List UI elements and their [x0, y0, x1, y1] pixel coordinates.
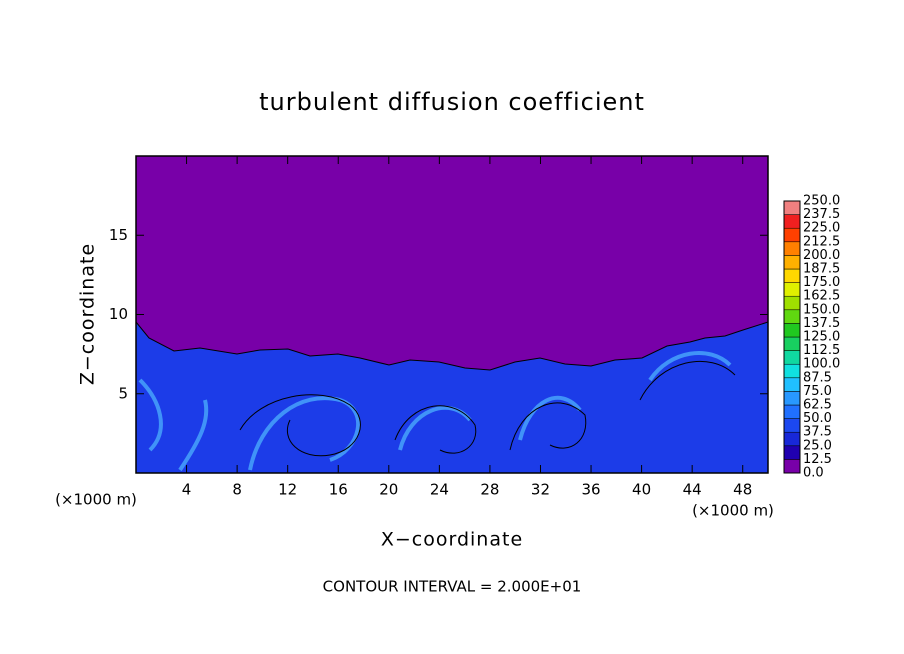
x-tick-label: 12 — [278, 481, 297, 499]
x-tick-label: 28 — [480, 481, 499, 499]
x-tick-label: 8 — [232, 481, 242, 499]
y-unit: (×1000 m) — [692, 502, 774, 520]
x-tick-label: 40 — [632, 481, 651, 499]
colorbar-label: 87.5 — [803, 370, 832, 385]
colorbar-label: 75.0 — [803, 384, 832, 399]
chart-title: turbulent diffusion coefficient — [259, 88, 645, 116]
colorbar-label: 37.5 — [803, 425, 832, 440]
colorbar-band — [783, 282, 801, 297]
colorbar-label: 237.5 — [803, 207, 840, 222]
colorbar-band — [783, 214, 801, 229]
colorbar-band — [783, 241, 801, 256]
colorbar-label: 125.0 — [803, 330, 840, 345]
colorbar-band — [783, 255, 801, 270]
colorbar-band — [783, 391, 801, 406]
colorbar-label: 0.0 — [803, 466, 824, 481]
colorbar-label: 200.0 — [803, 248, 840, 263]
colorbar-label: 175.0 — [803, 275, 840, 290]
colorbar-label: 187.5 — [803, 262, 840, 277]
y-tick-label: 5 — [118, 384, 128, 402]
colorbar-label: 162.5 — [803, 289, 840, 304]
x-axis-label: X−coordinate — [381, 529, 523, 551]
colorbar-label: 212.5 — [803, 234, 840, 249]
colorbar-label: 150.0 — [803, 302, 840, 317]
colorbar-label: 50.0 — [803, 411, 832, 426]
x-tick-label: 44 — [683, 481, 702, 499]
colorbar-band — [783, 459, 801, 474]
colorbar-label: 112.5 — [803, 343, 840, 358]
colorbar-band — [783, 200, 801, 215]
colorbar-band — [783, 268, 801, 283]
x-tick-label: 48 — [733, 481, 752, 499]
colorbar-label: 100.0 — [803, 357, 840, 372]
x-tick-label: 24 — [430, 481, 449, 499]
colorbar-band — [783, 363, 801, 379]
colorbar-band — [783, 431, 801, 447]
colorbar-band — [783, 350, 801, 365]
colorbar-label: 137.5 — [803, 316, 840, 331]
colorbar-label: 25.0 — [803, 438, 832, 453]
x-unit: (×1000 m) — [55, 491, 137, 509]
colorbar-band — [783, 418, 801, 433]
colorbar-band — [783, 404, 801, 419]
colorbar-band — [783, 309, 801, 324]
y-axis-label: Z−coordinate — [77, 243, 99, 385]
colorbar-band — [783, 227, 801, 243]
turbulent-region — [135, 320, 769, 474]
colorbar-label: 225.0 — [803, 221, 840, 236]
y-tick-label: 10 — [109, 305, 128, 323]
colorbar-label: 62.5 — [803, 398, 832, 413]
colorbar-band — [783, 323, 801, 338]
colorbar-band — [783, 377, 801, 392]
contour-lines — [239, 360, 736, 457]
colorbar-label: 250.0 — [803, 194, 840, 209]
x-tick-label: 4 — [182, 481, 192, 499]
y-tick-label: 15 — [109, 226, 128, 244]
colorbar-frame — [783, 200, 801, 474]
colorbar-band — [783, 336, 801, 351]
colorbar-band — [783, 445, 801, 460]
colorbar-label: 12.5 — [803, 452, 832, 467]
x-tick-label: 36 — [581, 481, 600, 499]
contour-interval-note: CONTOUR INTERVAL = 2.000E+01 — [323, 578, 582, 596]
x-tick-label: 16 — [329, 481, 348, 499]
colorbar-band — [783, 295, 801, 311]
x-tick-label: 32 — [531, 481, 550, 499]
x-tick-label: 20 — [379, 481, 398, 499]
